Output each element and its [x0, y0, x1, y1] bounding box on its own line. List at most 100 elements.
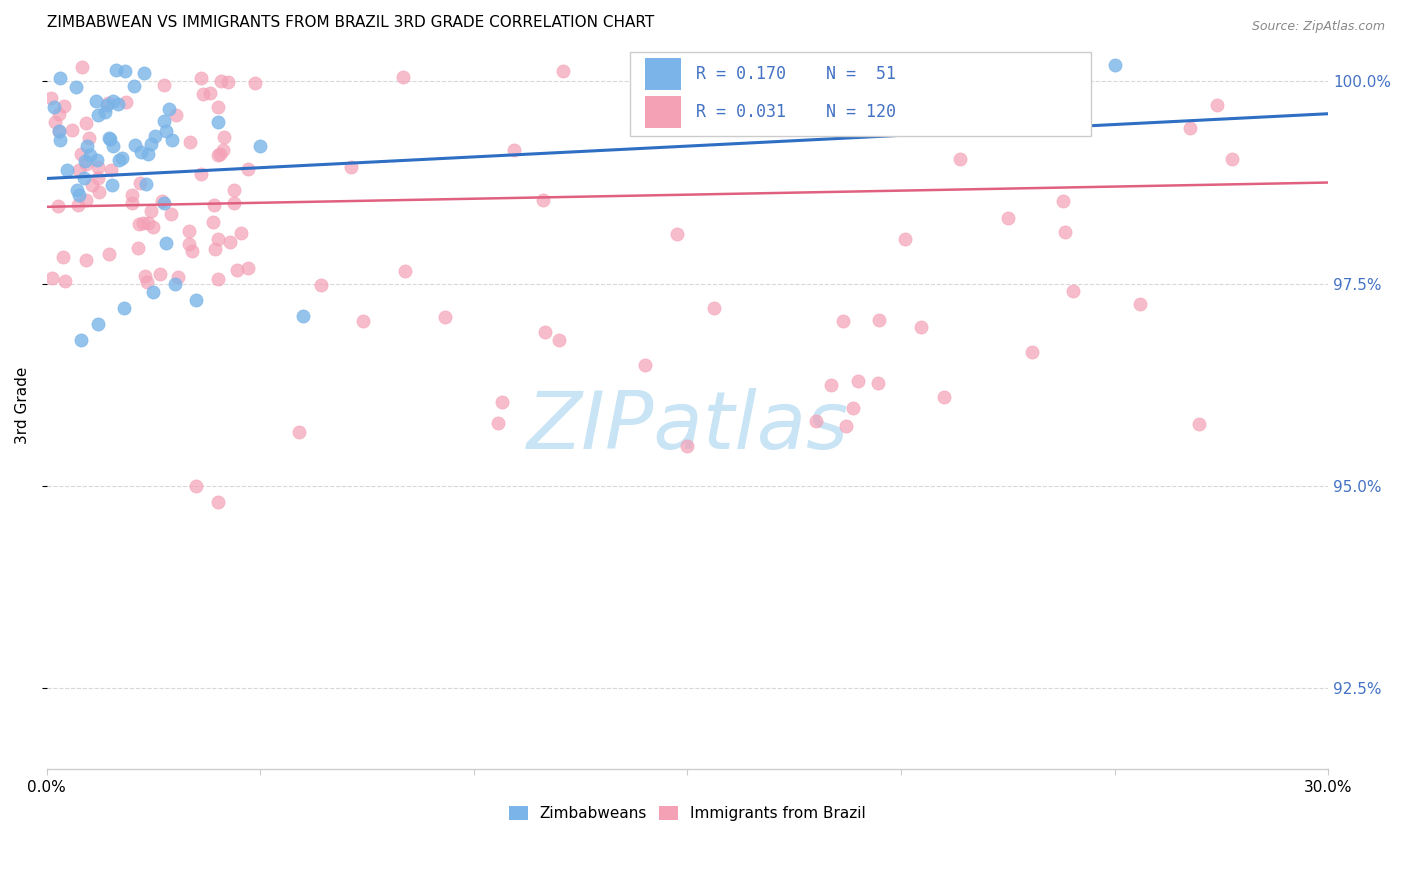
Point	[288, 425, 311, 439]
Point	[44, 115, 66, 129]
Point	[89, 186, 111, 200]
Point	[922, 100, 945, 114]
Point	[1220, 152, 1243, 166]
Point	[134, 268, 156, 283]
Point	[754, 96, 776, 111]
Point	[1021, 345, 1043, 359]
Point	[207, 232, 229, 246]
Point	[39, 90, 62, 104]
Point	[152, 195, 174, 210]
Point	[114, 95, 136, 110]
Point	[108, 153, 131, 168]
Point	[868, 313, 890, 327]
Point	[107, 96, 129, 111]
Point	[207, 147, 229, 161]
Point	[127, 241, 149, 255]
Point	[104, 62, 127, 77]
Point	[236, 261, 259, 276]
Point	[486, 416, 509, 430]
Y-axis label: 3rd Grade: 3rd Grade	[15, 367, 30, 444]
Point	[135, 177, 157, 191]
Point	[309, 278, 332, 293]
Point	[894, 232, 917, 246]
Point	[84, 94, 107, 108]
Bar	[645, 95, 681, 128]
Point	[75, 154, 97, 169]
Point	[160, 132, 183, 146]
Point	[69, 147, 91, 161]
Point	[87, 171, 110, 186]
Point	[66, 183, 89, 197]
Text: R = 0.031    N = 120: R = 0.031 N = 120	[696, 103, 897, 120]
Point	[122, 78, 145, 93]
Point	[121, 187, 143, 202]
Point	[121, 195, 143, 210]
Point	[231, 226, 253, 240]
Point	[124, 137, 146, 152]
Point	[136, 216, 159, 230]
Point	[198, 86, 221, 100]
Point	[394, 264, 416, 278]
Point	[98, 132, 121, 146]
Point	[533, 325, 555, 339]
Point	[112, 301, 135, 315]
Point	[842, 401, 865, 415]
Point	[392, 70, 415, 85]
Point	[160, 207, 183, 221]
Point	[1052, 194, 1074, 208]
Point	[236, 161, 259, 176]
Point	[114, 64, 136, 78]
Point	[491, 394, 513, 409]
Point	[207, 100, 229, 114]
Point	[204, 242, 226, 256]
Point	[249, 139, 271, 153]
Point	[94, 105, 117, 120]
Text: ZIPatlas: ZIPatlas	[526, 388, 848, 466]
Point	[76, 138, 98, 153]
Point	[48, 107, 70, 121]
Text: Source: ZipAtlas.com: Source: ZipAtlas.com	[1251, 20, 1385, 33]
Point	[181, 244, 204, 258]
Point	[217, 75, 239, 89]
Point	[211, 144, 233, 158]
Point	[163, 277, 186, 291]
Point	[186, 479, 208, 493]
Point	[101, 94, 124, 108]
Point	[97, 130, 120, 145]
Point	[1188, 417, 1211, 431]
Point	[291, 309, 314, 323]
Point	[132, 216, 155, 230]
Point	[42, 100, 65, 114]
Point	[686, 105, 709, 120]
Point	[835, 418, 858, 433]
Point	[548, 334, 571, 348]
Point	[339, 160, 361, 174]
Point	[820, 377, 842, 392]
Point	[214, 129, 236, 144]
Point	[503, 143, 526, 157]
Point	[65, 80, 87, 95]
Point	[703, 301, 725, 315]
Point	[96, 98, 118, 112]
Point	[981, 99, 1004, 113]
Point	[155, 236, 177, 251]
Point	[142, 285, 165, 299]
Point	[1178, 120, 1201, 135]
Point	[142, 220, 165, 235]
Point	[207, 495, 229, 509]
Point	[166, 108, 188, 122]
Point	[207, 271, 229, 285]
Point	[52, 98, 75, 112]
Point	[139, 204, 162, 219]
Point	[86, 153, 108, 168]
Point	[143, 128, 166, 143]
Point	[352, 314, 374, 328]
Point	[152, 194, 174, 208]
Point	[129, 177, 152, 191]
Point	[70, 60, 93, 74]
Bar	[645, 58, 681, 90]
Point	[100, 178, 122, 192]
Point	[209, 74, 232, 88]
Point	[55, 274, 77, 288]
Point	[190, 71, 212, 86]
